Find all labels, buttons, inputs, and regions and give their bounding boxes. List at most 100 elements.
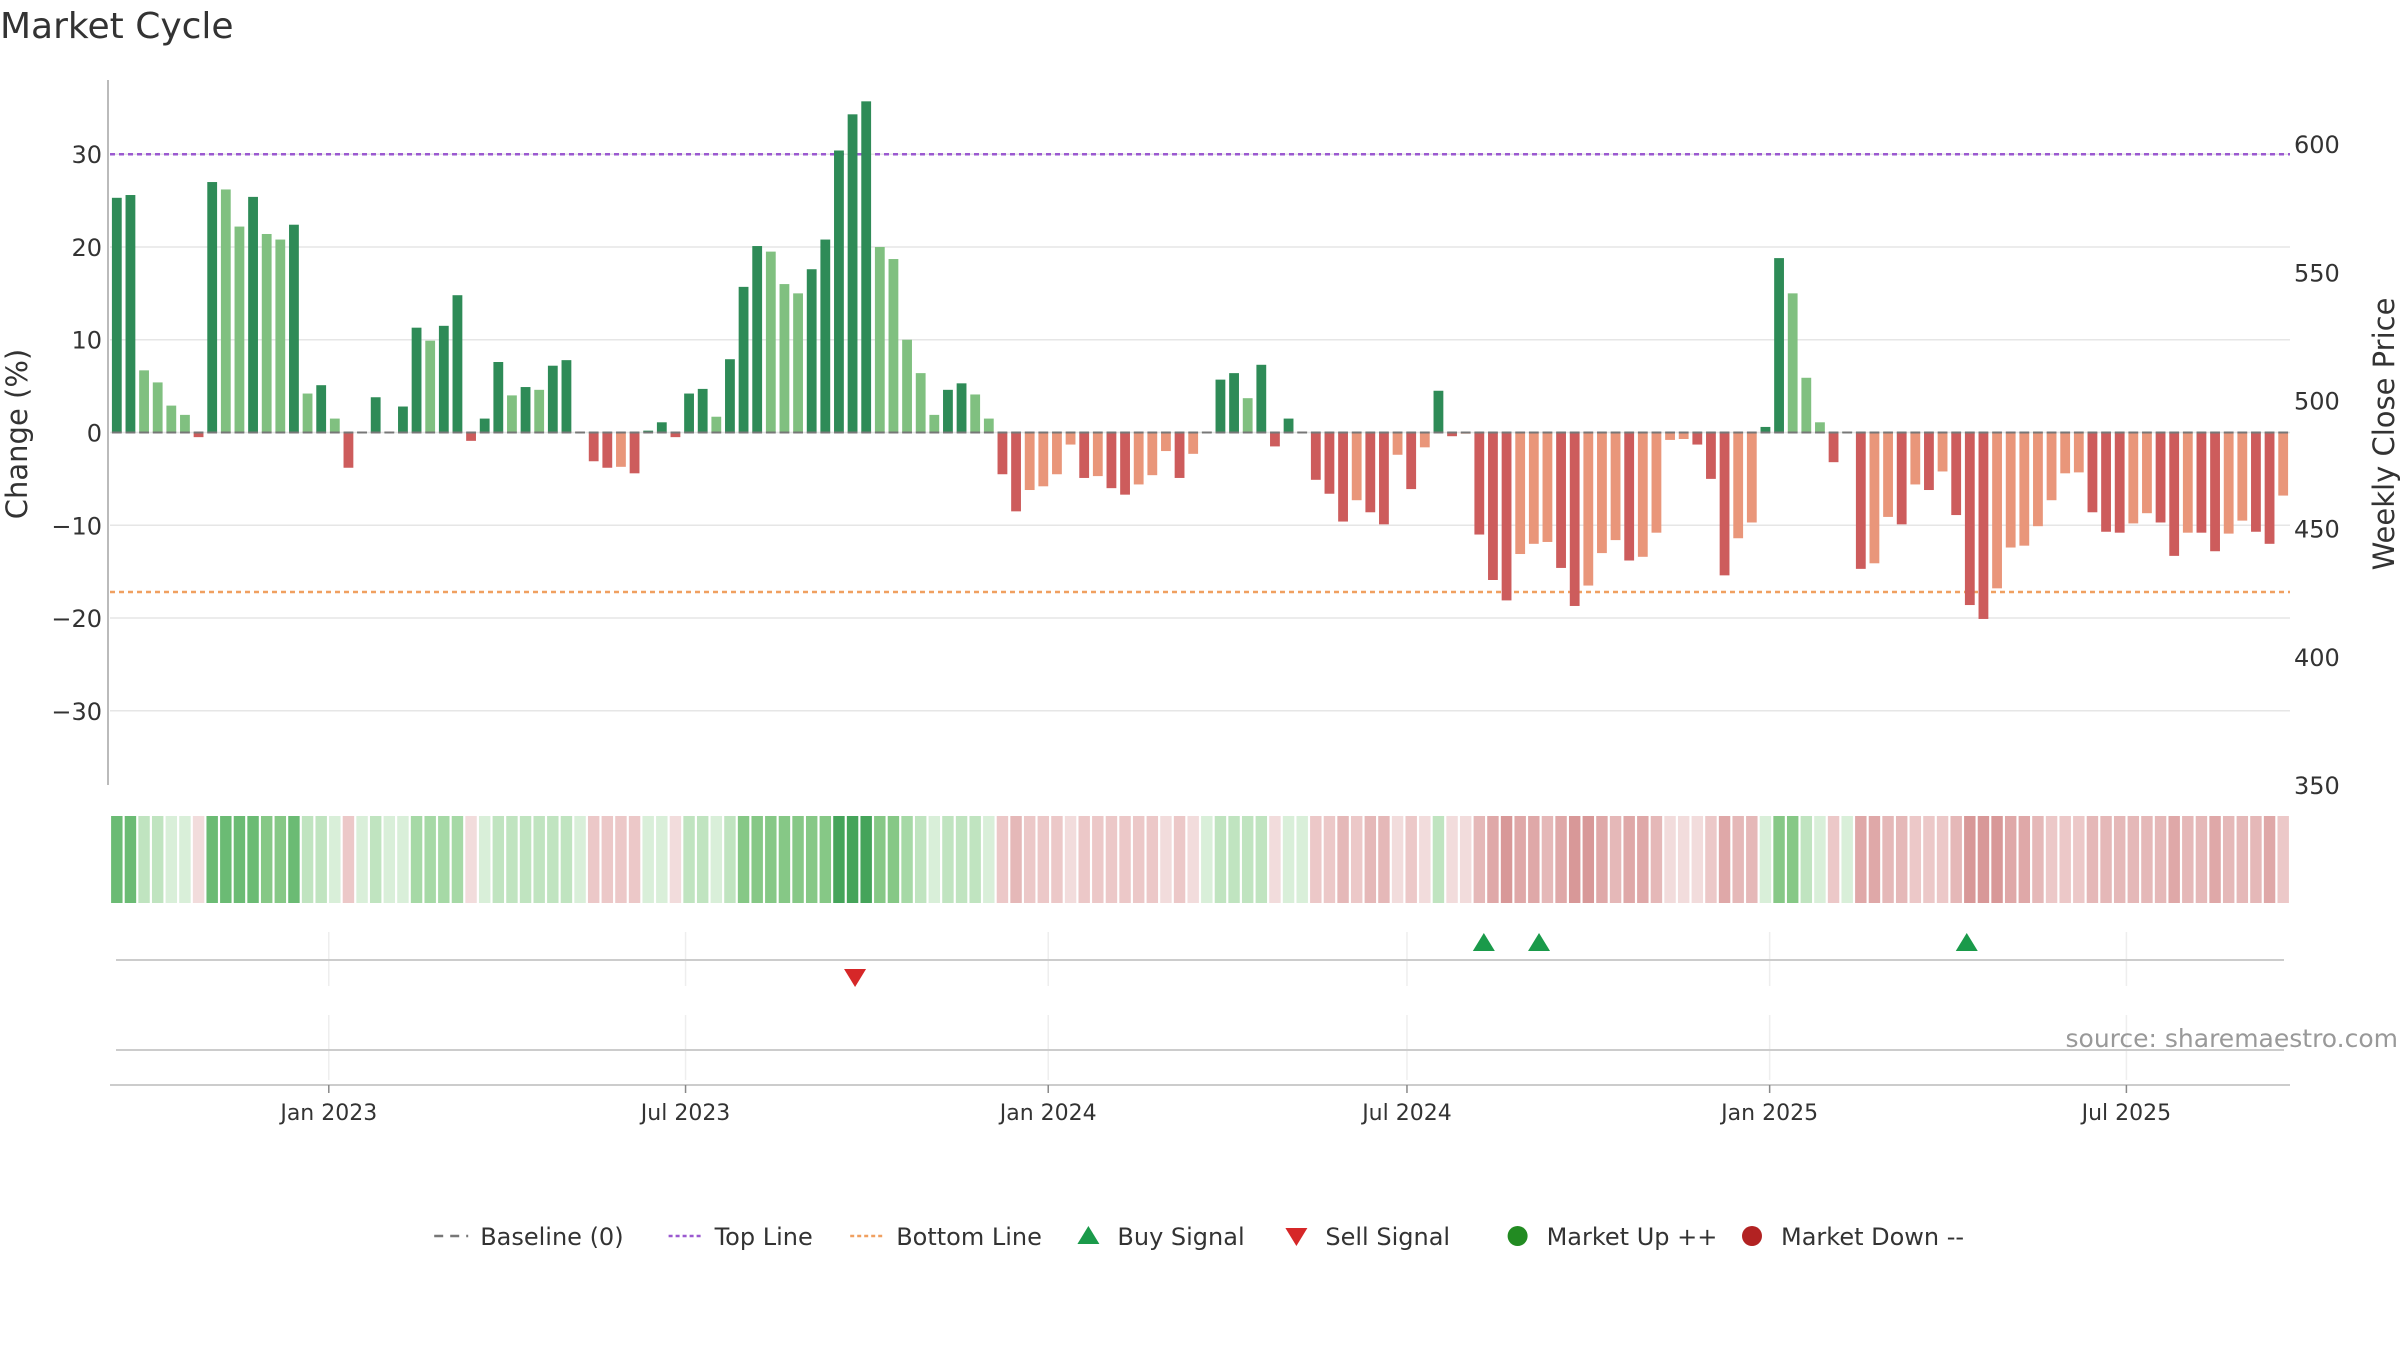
change-bar — [411, 327, 422, 433]
cycle-strip-cell — [1446, 816, 1458, 903]
cycle-strip-cell — [928, 816, 941, 903]
change-bar — [684, 393, 694, 433]
change-bar — [1706, 432, 1716, 479]
cycle-strip-cell — [2263, 816, 2276, 903]
cycle-strip-cell — [2113, 816, 2126, 903]
cycle-strip-cell — [1691, 816, 1704, 903]
cycle-strip-cell — [1609, 816, 1622, 903]
change-bar — [2087, 432, 2098, 513]
change-bar — [561, 360, 572, 433]
change-bar — [2114, 432, 2125, 533]
sell-signal-marker — [844, 969, 867, 987]
cycle-strip-cell — [1432, 816, 1445, 903]
cycle-strip-cell — [860, 816, 872, 903]
cycle-strip-cell — [247, 816, 259, 903]
x-axis: Jan 2023 Jul 2023 Jan 2024 Jul 2024 Jan 2025… — [110, 1084, 2290, 1126]
cycle-strip-cell — [1160, 816, 1172, 903]
cycle-strip-cell — [1487, 816, 1499, 903]
cycle-strip-cell — [424, 816, 436, 903]
cycle-strip-cell — [2168, 816, 2180, 903]
cycle-strip-cell — [1310, 816, 1322, 903]
change-bar — [1624, 432, 1635, 561]
change-bar — [861, 101, 872, 433]
cycle-strip-cell — [1991, 816, 2003, 903]
cycle-strip-cell — [751, 816, 763, 903]
change-bar — [1379, 432, 1389, 525]
cycle-strip-cell — [1282, 816, 1295, 903]
cycle-strip-cell — [1364, 816, 1377, 903]
change-bar — [1106, 432, 1117, 489]
cycle-strip-cell — [1528, 816, 1540, 903]
change-bar — [2182, 432, 2193, 533]
cycle-strip-cell — [942, 816, 954, 903]
cycle-strip-cell — [451, 816, 464, 903]
cycle-strip-cell — [574, 816, 586, 903]
change-bar — [479, 418, 490, 433]
change-bar — [1038, 432, 1049, 487]
cycle-strip-cell — [2086, 816, 2099, 903]
change-bar — [1637, 432, 1648, 557]
cycle-strip-cell — [1269, 816, 1281, 903]
cycle-strip-cell — [1909, 816, 1922, 903]
change-bar — [616, 432, 626, 467]
cycle-strip-cell — [1882, 816, 1894, 903]
cycle-strip-cell — [206, 816, 218, 903]
change-bar — [834, 150, 844, 433]
cycle-strip-cell — [1255, 816, 1268, 903]
change-bar — [2155, 432, 2166, 523]
change-bar — [534, 389, 545, 433]
change-bar — [1569, 432, 1580, 606]
cycle-strip-cell — [315, 816, 327, 903]
cycle-strip-cell — [669, 816, 682, 903]
change-bar — [2060, 432, 2071, 474]
cycle-strip-cell — [2032, 816, 2044, 903]
change-bar — [2237, 432, 2248, 521]
change-bar — [1188, 432, 1199, 454]
legend-symbol — [1742, 1226, 1762, 1246]
y2-axis-label: Weekly Close Price — [2367, 298, 2400, 571]
change-bar — [2210, 432, 2220, 552]
change-bar — [1719, 432, 1730, 576]
cycle-strip-cell — [1323, 816, 1336, 903]
change-bar — [180, 414, 190, 433]
cycle-strip-cell — [955, 816, 968, 903]
cycle-strip-cell — [1868, 816, 1881, 903]
cycle-strip-cell — [1514, 816, 1526, 903]
change-bar — [983, 418, 994, 433]
change-bar — [166, 405, 177, 433]
cycle-strip-cell — [724, 816, 736, 903]
change-bar — [1092, 432, 1103, 477]
cycle-strip — [111, 816, 2289, 903]
legend-label: Sell Signal — [1325, 1223, 1450, 1251]
change-bar — [2101, 432, 2111, 532]
change-bar — [234, 226, 245, 433]
y2-tick-label: 550 — [2294, 259, 2340, 287]
change-bar — [656, 422, 667, 433]
change-bar — [752, 246, 763, 433]
cycle-strip-cell — [1092, 816, 1104, 903]
y-tick-label: 10 — [71, 327, 102, 355]
cycle-strip-cell — [1010, 816, 1022, 903]
change-bar — [1120, 432, 1130, 495]
change-bar — [1215, 379, 1226, 433]
change-bar — [261, 233, 272, 433]
cycle-strip-cell — [914, 816, 927, 903]
change-bar — [1447, 432, 1457, 437]
cycle-strip-cell — [220, 816, 232, 903]
cycle-strip-cell — [1950, 816, 1962, 903]
change-bar — [1052, 432, 1062, 475]
cycle-strip-cell — [533, 816, 545, 903]
legend-label: Top Line — [714, 1223, 813, 1251]
x-tick-label: Jul 2023 — [639, 1101, 731, 1126]
cycle-strip-cell — [124, 816, 137, 903]
y-tick-label: 30 — [71, 141, 102, 169]
change-bar — [1733, 432, 1744, 539]
cycle-strip-cell — [2250, 816, 2262, 903]
cycle-strip-cell — [1078, 816, 1090, 903]
legend: Baseline (0) Top Line Bottom Line Buy Signa… — [434, 1223, 1964, 1251]
cycle-strip-cell — [1378, 816, 1390, 903]
change-bar — [1406, 432, 1417, 490]
cycle-strip-cell — [1064, 816, 1077, 903]
cycle-strip-cell — [1841, 816, 1853, 903]
y2-tick-label: 350 — [2294, 772, 2340, 800]
